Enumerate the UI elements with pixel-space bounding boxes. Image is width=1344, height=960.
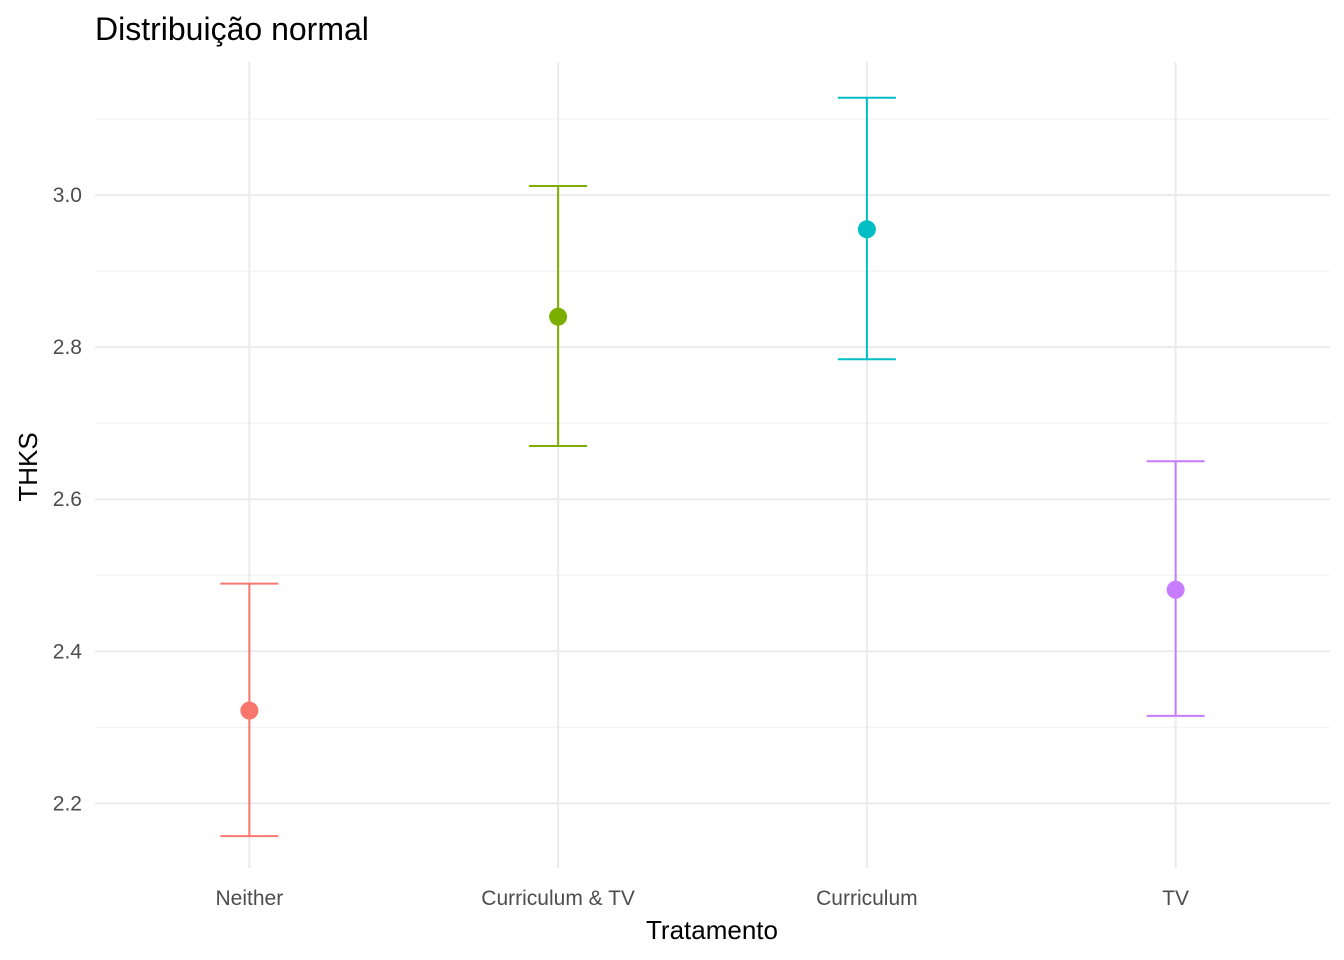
errorbar-group [1146,460,1205,717]
y-tick-label: 2.2 [53,792,82,815]
x-tick-label: Curriculum [816,887,918,910]
errorbar-group [529,184,588,447]
chart-marks [220,96,1205,838]
x-tick-label: Neither [216,887,284,910]
x-tick-label: Curriculum & TV [481,887,635,910]
x-tick-label: TV [1162,887,1189,910]
y-axis-title: THKS [13,432,43,501]
y-tick-label: 2.4 [53,640,83,663]
chart-title: Distribuição normal [95,11,369,47]
x-axis-title: Tratamento [646,915,778,945]
mean-point [549,307,568,326]
x-tick-labels: Neither Curriculum & TV Curriculum TV [216,887,1190,910]
mean-point [240,701,259,720]
y-tick-labels: 2.2 2.4 2.6 2.8 3.0 [53,184,83,815]
y-tick-label: 2.6 [53,488,82,511]
mean-point [1166,580,1185,599]
grid [95,62,1330,868]
errorbar-group [220,582,279,838]
y-tick-label: 3.0 [53,184,82,207]
errorbar-group [837,96,896,361]
mean-point [857,220,876,239]
y-tick-label: 2.8 [53,336,82,359]
